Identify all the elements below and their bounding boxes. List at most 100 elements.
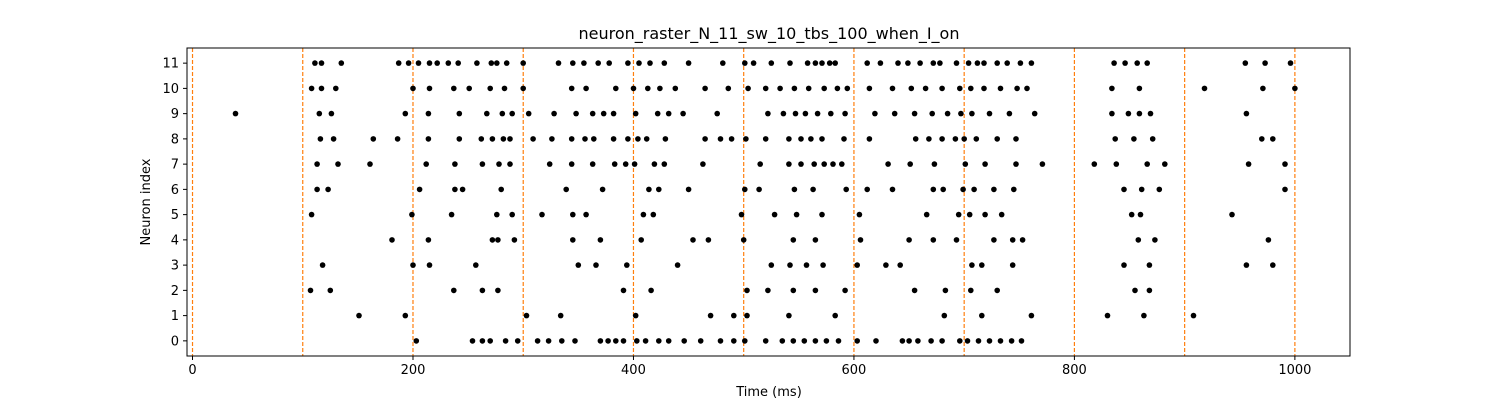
spike-point-neuron-3 xyxy=(897,262,903,268)
spike-point-neuron-5 xyxy=(448,211,455,218)
spike-point-neuron-3 xyxy=(768,262,775,268)
spike-point-neuron-11 xyxy=(1111,60,1117,66)
spike-point-neuron-0 xyxy=(502,338,509,344)
x-axis-label: Time (ms) xyxy=(735,385,802,400)
spike-point-neuron-5 xyxy=(570,211,576,218)
spike-point-neuron-11 xyxy=(917,60,923,66)
spike-point-neuron-0 xyxy=(634,338,640,344)
spike-point-neuron-8 xyxy=(702,136,708,142)
spike-point-neuron-5 xyxy=(819,211,825,218)
spike-point-neuron-10 xyxy=(466,85,473,92)
x-tick-label: 600 xyxy=(842,363,867,378)
spike-point-neuron-6 xyxy=(960,186,966,193)
spike-point-neuron-8 xyxy=(507,136,513,142)
spike-point-neuron-11 xyxy=(812,60,819,66)
spike-point-neuron-7 xyxy=(661,161,668,167)
spike-point-neuron-8 xyxy=(994,136,1000,142)
spike-point-neuron-10 xyxy=(821,85,827,92)
spike-point-neuron-9 xyxy=(456,110,463,117)
spike-point-neuron-2 xyxy=(648,287,654,294)
spike-point-neuron-0 xyxy=(731,338,737,344)
spike-point-neuron-11 xyxy=(426,60,433,66)
axis-ticks: 0 200 400 600 800 1000 0 1 2 3 4 5 6 7 8 9 10 11 xyxy=(162,57,1311,378)
spike-point-neuron-0 xyxy=(620,338,627,344)
spike-point-neuron-8 xyxy=(762,136,769,142)
spike-point-neuron-0 xyxy=(559,338,565,344)
spike-point-neuron-6 xyxy=(314,186,320,193)
spike-point-neuron-9 xyxy=(842,110,848,117)
spike-point-neuron-11 xyxy=(953,60,960,66)
spike-point-neuron-0 xyxy=(939,338,945,344)
spike-point-neuron-11 xyxy=(981,60,987,66)
spike-point-neuron-4 xyxy=(638,237,644,243)
spike-point-neuron-11 xyxy=(455,60,462,66)
spike-point-neuron-3 xyxy=(969,262,975,268)
spike-point-neuron-10 xyxy=(333,85,339,92)
spike-point-neuron-0 xyxy=(928,338,934,344)
spike-point-neuron-7 xyxy=(479,161,486,167)
spike-point-neuron-10 xyxy=(777,85,783,92)
spike-point-neuron-7 xyxy=(830,161,836,167)
spike-point-neuron-9 xyxy=(814,110,821,117)
spike-point-neuron-8 xyxy=(866,136,873,142)
spike-point-neuron-9 xyxy=(714,110,720,117)
spike-point-neuron-11 xyxy=(937,60,943,66)
spike-point-neuron-11 xyxy=(636,60,642,66)
spike-point-neuron-6 xyxy=(416,186,423,193)
spike-point-neuron-6 xyxy=(791,186,798,193)
spike-point-neuron-7 xyxy=(367,161,373,167)
spike-point-neuron-9 xyxy=(551,110,557,117)
spike-point-neuron-10 xyxy=(725,85,732,92)
y-tick-label: 11 xyxy=(162,57,179,72)
y-tick-label: 4 xyxy=(171,233,179,248)
spike-point-neuron-8 xyxy=(808,136,814,142)
spike-point-neuron-11 xyxy=(895,60,901,66)
spike-point-neuron-1 xyxy=(356,312,362,319)
spike-point-neuron-9 xyxy=(425,110,432,117)
spike-point-neuron-6 xyxy=(599,186,606,193)
spike-point-neuron-5 xyxy=(1137,211,1144,218)
spike-point-neuron-10 xyxy=(645,85,651,92)
spike-point-neuron-4 xyxy=(740,237,747,243)
spike-point-neuron-10 xyxy=(957,85,963,92)
spike-point-neuron-5 xyxy=(856,211,863,218)
spike-point-neuron-8 xyxy=(786,136,792,142)
spike-point-neuron-5 xyxy=(640,211,647,218)
spike-point-neuron-10 xyxy=(866,85,873,92)
spike-point-neuron-2 xyxy=(479,287,486,294)
spike-point-neuron-5 xyxy=(998,211,1005,218)
spike-point-neuron-11 xyxy=(488,60,495,66)
spike-point-neuron-8 xyxy=(500,136,507,142)
y-tick-label: 6 xyxy=(171,183,179,198)
spike-point-neuron-5 xyxy=(583,211,589,218)
spike-point-neuron-9 xyxy=(1006,110,1013,117)
spike-point-neuron-6 xyxy=(742,186,748,193)
spike-point-neuron-6 xyxy=(889,186,896,193)
spike-point-neuron-9 xyxy=(1125,110,1132,117)
spike-point-neuron-3 xyxy=(593,262,599,268)
spike-point-neuron-11 xyxy=(395,60,402,66)
spike-point-neuron-10 xyxy=(791,85,798,92)
spike-point-neuron-6 xyxy=(1011,186,1017,193)
spike-point-neuron-3 xyxy=(803,262,810,268)
spike-point-neuron-7 xyxy=(1113,161,1120,167)
spike-point-neuron-10 xyxy=(520,85,526,92)
spike-point-neuron-7 xyxy=(622,161,629,167)
spike-point-neuron-11 xyxy=(685,60,692,66)
spike-point-neuron-4 xyxy=(495,237,501,243)
spike-point-neuron-6 xyxy=(1282,186,1288,193)
spike-point-neuron-10 xyxy=(1024,85,1030,92)
spike-point-neuron-8 xyxy=(1149,136,1156,142)
spike-point-neuron-11 xyxy=(1028,60,1035,66)
spike-point-neuron-2 xyxy=(327,287,334,294)
spike-point-neuron-3 xyxy=(979,262,985,268)
spike-point-neuron-4 xyxy=(953,237,960,243)
spike-point-neuron-0 xyxy=(514,338,521,344)
spike-point-neuron-7 xyxy=(631,161,638,167)
spike-point-neuron-10 xyxy=(702,85,708,92)
spike-point-neuron-2 xyxy=(911,287,918,294)
spike-point-neuron-8 xyxy=(610,136,617,142)
spike-point-neuron-11 xyxy=(1134,60,1140,66)
spike-point-neuron-11 xyxy=(1122,60,1128,66)
